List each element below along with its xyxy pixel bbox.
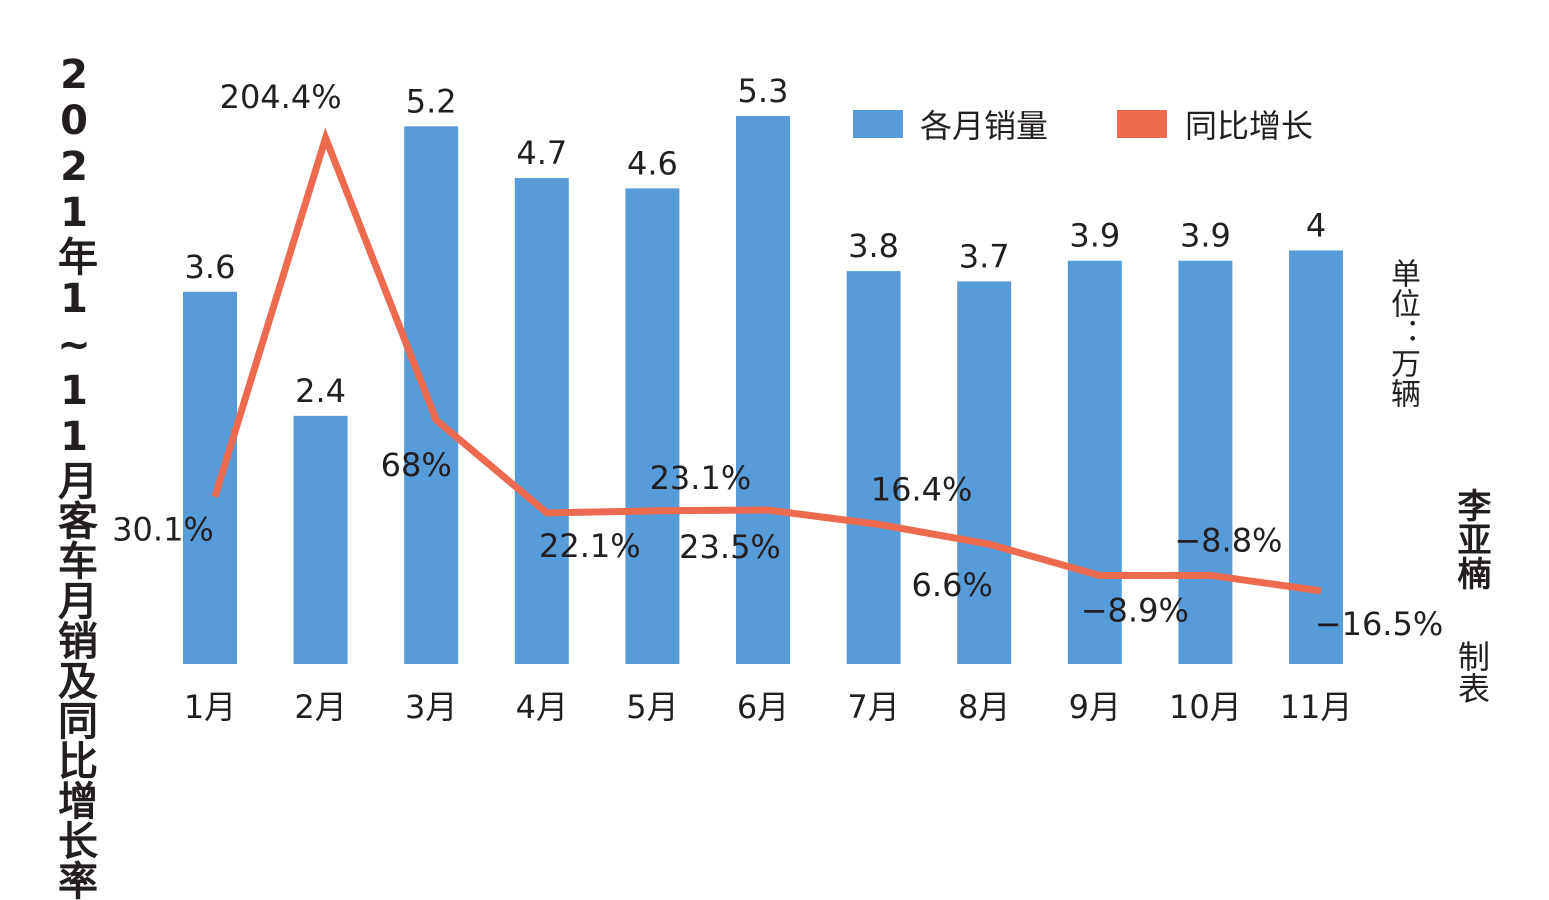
bar-value-label: 3.9 [1069, 217, 1120, 255]
bar-value-label: 5.3 [738, 72, 789, 110]
bar-value-label: 5.2 [406, 82, 457, 120]
growth-value-label: −8.9% [1081, 592, 1189, 630]
unit-label: 单位：万辆 [1384, 258, 1420, 408]
bar-value-label: 4 [1306, 206, 1326, 244]
legend-swatch-growth [1117, 110, 1167, 138]
x-tick-label: 5月 [626, 688, 678, 726]
bar-2 [294, 416, 348, 664]
bar-6 [736, 116, 790, 664]
author-role: 制表 [1452, 640, 1492, 704]
author-name: 李亚楠 [1450, 488, 1492, 590]
x-tick-label: 8月 [958, 688, 1010, 726]
x-tick-label: 10月 [1169, 688, 1242, 726]
x-tick-label: 1月 [184, 688, 236, 726]
legend: 各月销量 同比增长 [853, 107, 1313, 145]
growth-value-label: 204.4% [220, 78, 342, 116]
x-tick-label: 2月 [294, 688, 346, 726]
growth-value-label: 23.5% [679, 528, 781, 566]
x-tick-label: 4月 [516, 688, 568, 726]
legend-swatch-sales [853, 110, 903, 138]
bar-3 [404, 126, 458, 664]
growth-value-label: 23.1% [650, 459, 752, 497]
bar-7 [847, 271, 901, 664]
growth-value-label: 6.6% [912, 566, 993, 604]
legend-label-sales: 各月销量 [920, 107, 1048, 145]
growth-value-label: 16.4% [871, 470, 973, 508]
x-tick-label: 6月 [737, 688, 789, 726]
x-tick-label: 11月 [1280, 688, 1353, 726]
x-tick-label: 3月 [405, 688, 457, 726]
chart: 3.6 1月 2.4 2月 5.2 3月 4.7 4月 4.6 5月 5.3 6月 3.8 7月 3.7 8月… [0, 0, 1549, 786]
bar-1 [183, 292, 237, 664]
bars-group [183, 116, 1343, 664]
growth-value-label: −8.8% [1174, 521, 1282, 559]
chart-title: 2021年1~11月客车月销及同比增长率 [50, 52, 98, 900]
growth-value-label: 30.1% [112, 511, 214, 549]
x-tick-label: 9月 [1069, 688, 1121, 726]
growth-value-label: 22.1% [539, 527, 641, 565]
bar-value-label: 3.8 [848, 227, 899, 265]
x-tick-label: 7月 [847, 688, 899, 726]
bar-11 [1289, 250, 1343, 664]
bar-value-label: 3.6 [185, 248, 236, 286]
bar-5 [625, 188, 679, 664]
growth-value-label: 68% [381, 446, 452, 484]
bar-value-label: 3.7 [959, 237, 1010, 275]
legend-label-growth: 同比增长 [1185, 107, 1313, 145]
bar-value-label: 2.4 [295, 372, 346, 410]
growth-value-label: −16.5% [1315, 605, 1443, 643]
bar-4 [515, 178, 569, 664]
bar-value-label: 4.6 [627, 144, 678, 182]
bar-value-label: 4.7 [516, 134, 567, 172]
bar-value-label: 3.9 [1180, 217, 1231, 255]
